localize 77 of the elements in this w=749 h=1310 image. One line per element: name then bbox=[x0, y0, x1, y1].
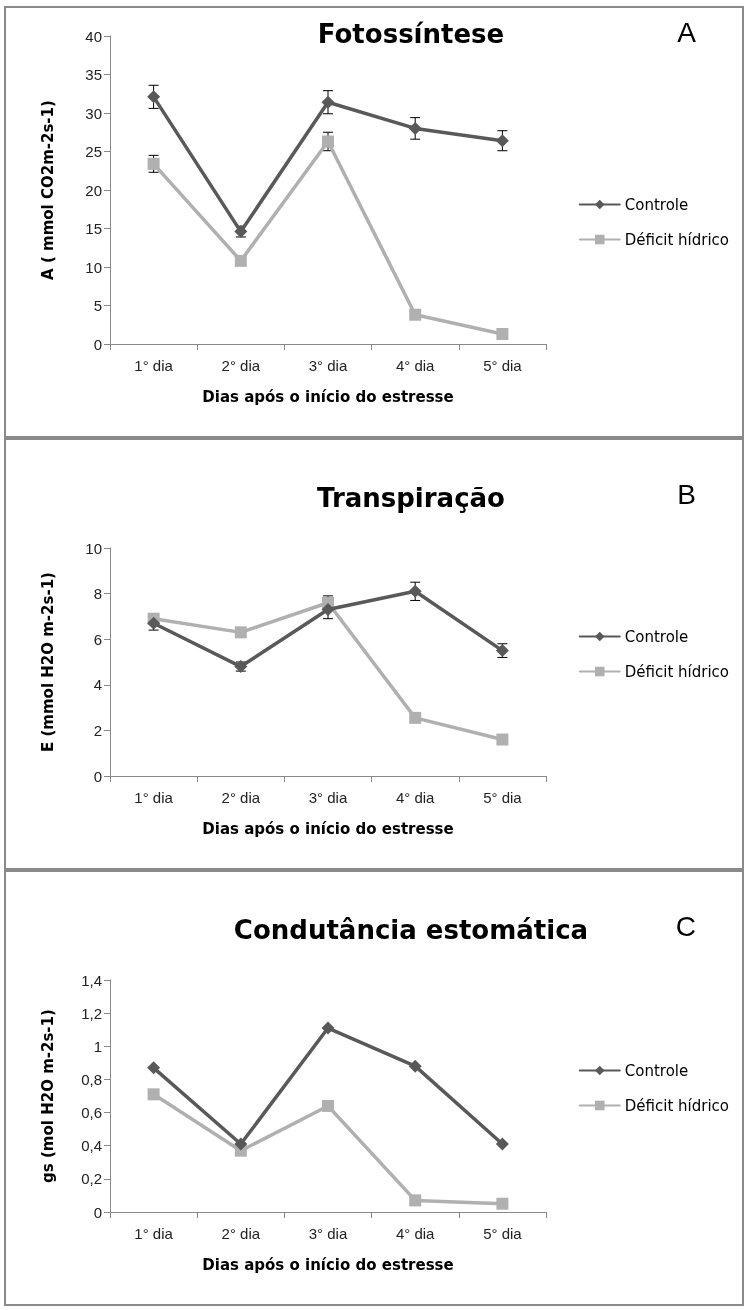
point bbox=[496, 1197, 509, 1210]
x-tick-label: 1° dia bbox=[134, 357, 174, 374]
point bbox=[408, 121, 422, 135]
y-tick-label: 35 bbox=[85, 66, 102, 83]
x-tick-label: 4° dia bbox=[395, 357, 436, 374]
x-tick-label: 5° dia bbox=[483, 357, 523, 374]
point bbox=[322, 135, 334, 148]
y-tick-label: 20 bbox=[85, 181, 102, 199]
y-tick-label: 1,4 bbox=[81, 971, 102, 989]
x-tick-label: 1° dia bbox=[134, 789, 174, 806]
y-axis-title: E (mmol H2O m-2s-1) bbox=[38, 572, 57, 752]
x-axis-title: Dias após o início do estresse bbox=[202, 1255, 454, 1274]
point bbox=[234, 626, 247, 639]
point bbox=[408, 1059, 422, 1073]
x-tick-label: 4° dia bbox=[395, 1225, 436, 1242]
y-tick-label: 5 bbox=[93, 297, 102, 314]
x-tick-label: 2° dia bbox=[221, 1225, 261, 1242]
x-tick-label: 3° dia bbox=[308, 357, 348, 374]
y-tick-label: 0,4 bbox=[81, 1137, 102, 1155]
text: B bbox=[677, 478, 697, 510]
y-axis-title: gs (mol H2O m-2s-1) bbox=[38, 1009, 57, 1183]
legend-label: Déficit hídrico bbox=[624, 662, 729, 681]
y-tick-label: 30 bbox=[85, 104, 102, 122]
y-tick-label: 4 bbox=[93, 676, 102, 694]
point bbox=[495, 1137, 509, 1151]
text: C bbox=[675, 910, 697, 942]
x-tick-label: 2° dia bbox=[221, 789, 261, 806]
legend-label: Déficit hídrico bbox=[624, 1096, 729, 1115]
y-tick-label: 6 bbox=[93, 630, 102, 648]
point bbox=[495, 134, 509, 148]
y-tick-label: 2 bbox=[93, 721, 102, 739]
y-tick-label: 0,6 bbox=[81, 1104, 102, 1122]
point bbox=[147, 1088, 160, 1101]
point bbox=[322, 1099, 334, 1112]
y-tick-label: 0,2 bbox=[81, 1170, 102, 1188]
y-axis-title: A ( mmol CO2m-2s-1) bbox=[38, 100, 57, 280]
y-tick-label: 1,2 bbox=[81, 1004, 102, 1022]
point bbox=[147, 90, 161, 104]
legend-label: Controle bbox=[624, 195, 689, 214]
point bbox=[321, 1021, 335, 1035]
chart-title: Fotossíntese bbox=[317, 19, 505, 49]
y-tick-label: 15 bbox=[85, 220, 102, 237]
x-axis-title: Dias após o início do estresse bbox=[202, 819, 454, 838]
y-tick-label: 10 bbox=[85, 539, 102, 557]
x-axis-title: Dias após o início do estresse bbox=[202, 387, 454, 406]
y-tick-label: 0 bbox=[93, 335, 102, 353]
point bbox=[321, 603, 335, 617]
x-tick-label: 1° dia bbox=[134, 1225, 174, 1242]
point bbox=[234, 1137, 248, 1151]
point bbox=[496, 327, 509, 340]
point bbox=[409, 308, 422, 321]
point bbox=[234, 254, 247, 267]
legend-label: Déficit hídrico bbox=[624, 230, 729, 249]
x-tick-label: 5° dia bbox=[483, 1225, 523, 1242]
y-tick-label: 40 bbox=[85, 27, 102, 45]
y-tick-label: 0 bbox=[93, 1203, 102, 1221]
x-tick-label: 5° dia bbox=[483, 789, 523, 806]
legend-label: Controle bbox=[624, 627, 689, 646]
point bbox=[321, 95, 335, 109]
point bbox=[496, 733, 509, 746]
point bbox=[147, 1061, 161, 1075]
x-tick-label: 3° dia bbox=[308, 789, 348, 806]
legend-label: Controle bbox=[624, 1061, 689, 1080]
x-tick-label: 3° dia bbox=[308, 1225, 348, 1242]
y-tick-label: 0,8 bbox=[81, 1070, 102, 1088]
y-tick-label: 10 bbox=[85, 258, 102, 276]
y-tick-label: 8 bbox=[93, 585, 102, 603]
x-tick-label: 2° dia bbox=[221, 357, 261, 374]
y-tick-label: 25 bbox=[85, 143, 102, 160]
point bbox=[409, 711, 422, 724]
text: A bbox=[677, 16, 697, 48]
point bbox=[409, 1194, 422, 1207]
y-tick-label: 0 bbox=[93, 767, 102, 785]
chart-title: Condutância estomática bbox=[233, 915, 589, 945]
chart-title: Transpiração bbox=[317, 483, 505, 513]
y-tick-label: 1 bbox=[93, 1037, 102, 1055]
x-tick-label: 4° dia bbox=[395, 789, 436, 806]
